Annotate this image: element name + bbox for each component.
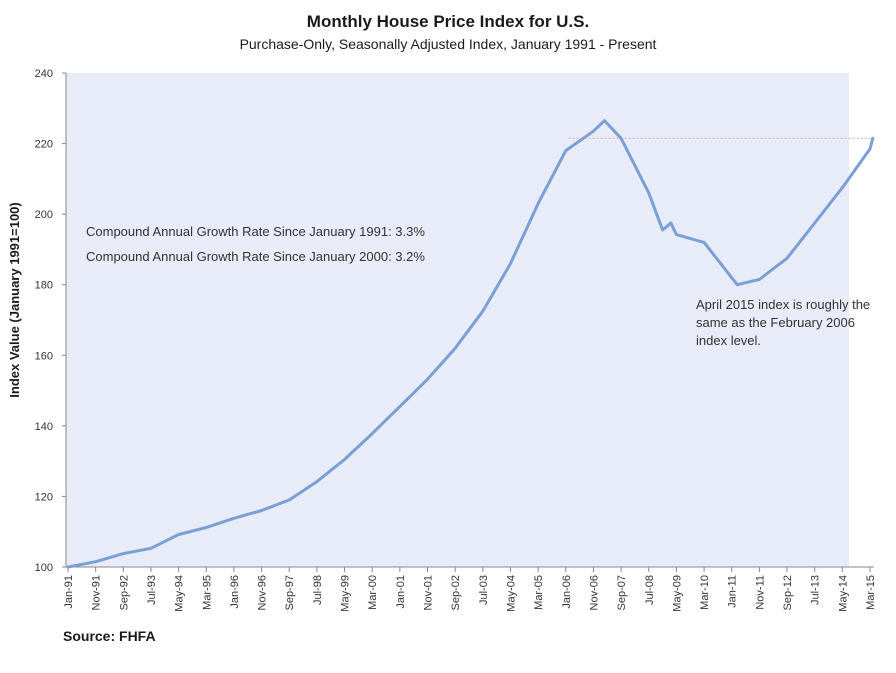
x-tick-label: Mar-95 bbox=[201, 575, 213, 610]
y-tick-label: 120 bbox=[35, 491, 53, 503]
x-tick-label: Mar-15 bbox=[865, 575, 877, 610]
x-tick-label: Mar-00 bbox=[367, 575, 379, 610]
y-axis-label: Index Value (January 1991=100) bbox=[7, 202, 22, 397]
x-tick-label: Mar-10 bbox=[699, 575, 711, 610]
x-tick-label: Jul-08 bbox=[644, 575, 656, 605]
x-tick-label: May-14 bbox=[837, 575, 849, 612]
y-axis: 100 120 140 160 180 200 220 240 bbox=[35, 68, 67, 574]
y-tick-label: 160 bbox=[35, 350, 53, 362]
cagr-2000-note: Compound Annual Growth Rate Since Januar… bbox=[86, 249, 425, 264]
y-tick-label: 100 bbox=[35, 562, 53, 574]
y-tick-label: 180 bbox=[35, 280, 53, 292]
series-line-hpi bbox=[66, 119, 875, 569]
x-tick-label: Nov-11 bbox=[754, 575, 766, 610]
x-tick-label: Jul-03 bbox=[478, 575, 490, 605]
annotation-april-2015: April 2015 index is roughly the same as … bbox=[696, 297, 871, 348]
x-tick-label: Nov-91 bbox=[91, 575, 103, 610]
x-tick-label: Nov-01 bbox=[423, 575, 435, 610]
x-tick-label: Jul-13 bbox=[810, 575, 822, 605]
x-tick-label: May-94 bbox=[174, 575, 186, 612]
chart-title: Monthly House Price Index for U.S. bbox=[306, 12, 590, 31]
plot-background bbox=[66, 73, 849, 567]
x-tick-label: May-09 bbox=[671, 575, 683, 612]
x-tick-label: Jul-93 bbox=[146, 575, 158, 605]
cagr-1991-note: Compound Annual Growth Rate Since Januar… bbox=[86, 224, 425, 239]
y-tick-label: 140 bbox=[35, 421, 53, 433]
x-tick-label: Sep-12 bbox=[782, 575, 794, 610]
x-tick-label: Jul-98 bbox=[312, 575, 324, 605]
x-tick-label: Nov-06 bbox=[588, 575, 600, 610]
x-tick-label: Jan-96 bbox=[229, 575, 241, 609]
y-tick-label: 240 bbox=[35, 68, 53, 80]
x-tick-label: Sep-92 bbox=[118, 575, 130, 610]
x-tick-label: Mar-05 bbox=[533, 575, 545, 610]
x-tick-label: Jan-06 bbox=[561, 575, 573, 609]
x-tick-label: May-99 bbox=[340, 575, 352, 612]
x-tick-label: Jan-91 bbox=[63, 575, 75, 609]
x-tick-label: Sep-97 bbox=[284, 575, 296, 610]
x-axis: Jan-91 Nov-91 Sep-92 Jul-93 May-94 Mar-95 Jan-… bbox=[63, 566, 877, 612]
x-tick-label: Sep-02 bbox=[450, 575, 462, 610]
x-tick-label: Jan-11 bbox=[727, 575, 739, 608]
x-tick-label: May-04 bbox=[505, 575, 517, 612]
source-note: Source: FHFA bbox=[63, 628, 156, 644]
x-tick-label: Sep-07 bbox=[616, 575, 628, 610]
x-tick-label: Nov-96 bbox=[257, 575, 269, 610]
x-tick-label: Jan-01 bbox=[395, 575, 407, 609]
y-tick-label: 200 bbox=[35, 209, 53, 221]
chart-subtitle: Purchase-Only, Seasonally Adjusted Index… bbox=[239, 36, 657, 52]
y-tick-label: 220 bbox=[35, 139, 53, 151]
